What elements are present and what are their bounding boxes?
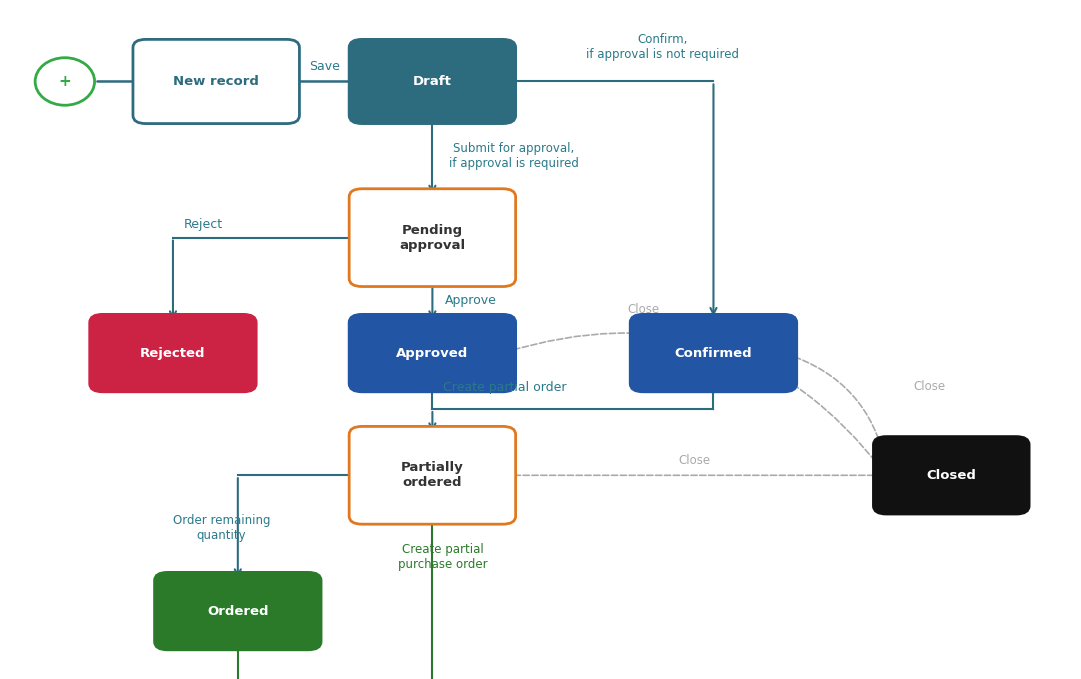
Text: Confirmed: Confirmed [675,346,752,360]
FancyBboxPatch shape [349,426,516,524]
Text: Submit for approval,
if approval is required: Submit for approval, if approval is requ… [449,142,578,170]
Text: New record: New record [173,75,259,88]
Text: Partially
ordered: Partially ordered [401,461,464,490]
Text: Approved: Approved [397,346,468,360]
FancyBboxPatch shape [349,39,516,124]
Ellipse shape [35,58,95,105]
FancyBboxPatch shape [873,437,1029,514]
Text: Pending
approval: Pending approval [399,223,466,252]
Text: Approve: Approve [445,294,497,307]
FancyBboxPatch shape [155,572,321,650]
FancyBboxPatch shape [349,314,516,392]
Text: Confirm,
if approval is not required: Confirm, if approval is not required [586,33,738,61]
Text: Draft: Draft [413,75,452,88]
Text: Order remaining
quantity: Order remaining quantity [173,514,270,542]
Text: Create partial
purchase order: Create partial purchase order [399,543,488,571]
Text: Close: Close [627,303,659,316]
Text: Reject: Reject [184,218,223,231]
Text: Save: Save [309,60,339,73]
FancyBboxPatch shape [349,189,516,287]
Text: Close: Close [679,454,710,467]
Text: Closed: Closed [926,469,976,482]
Text: Close: Close [913,380,946,393]
FancyBboxPatch shape [133,39,299,124]
Text: Ordered: Ordered [208,604,268,618]
FancyBboxPatch shape [90,314,256,392]
FancyBboxPatch shape [630,314,797,392]
Text: +: + [58,74,71,89]
Text: Rejected: Rejected [141,346,205,360]
Text: Create partial order: Create partial order [443,381,566,394]
